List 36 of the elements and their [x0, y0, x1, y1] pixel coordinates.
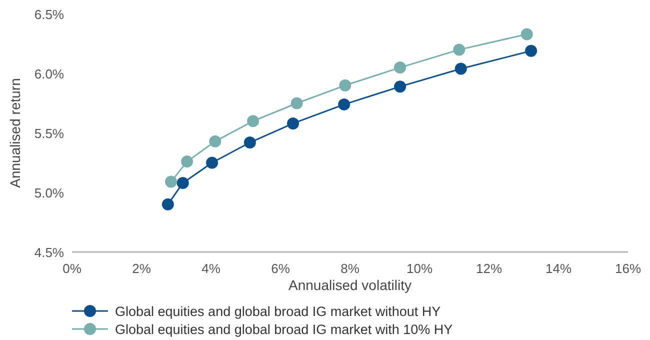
- legend-label: Global equities and global broad IG market without HY: [115, 304, 441, 319]
- point: [454, 62, 467, 75]
- point: [290, 97, 303, 110]
- point: [394, 80, 406, 93]
- point: [247, 115, 260, 128]
- point: [287, 117, 300, 130]
- point: [176, 176, 189, 189]
- y-tick-label: 6.0%: [34, 66, 64, 82]
- point: [206, 156, 218, 169]
- point: [165, 176, 178, 188]
- point: [520, 28, 533, 40]
- point: [244, 136, 256, 149]
- point: [339, 79, 352, 92]
- x-tick-label: 4%: [202, 261, 221, 276]
- x-tick-label: 6%: [271, 261, 290, 276]
- y-axis-title: Annualised return: [7, 78, 23, 188]
- point: [209, 135, 222, 148]
- x-tick-label: 10%: [406, 261, 433, 276]
- point: [394, 62, 406, 74]
- y-tick-label: 5.0%: [34, 186, 64, 200]
- x-tick-label: 16%: [614, 261, 642, 276]
- x-tick-label: 12%: [476, 261, 502, 276]
- x-tick-label: 0%: [62, 261, 82, 276]
- point: [453, 44, 466, 56]
- x-tick-label: 14%: [545, 261, 572, 276]
- x-tick-label: 8%: [340, 261, 360, 276]
- x-tick-label: 2%: [132, 261, 152, 276]
- y-tick-label: 4.5%: [34, 245, 64, 260]
- point: [525, 44, 538, 57]
- point: [338, 98, 350, 110]
- y-tick-label: 5.5%: [34, 126, 64, 141]
- point: [162, 198, 174, 210]
- legend-label: Global equities and global broad IG market with 10% HY: [115, 322, 453, 337]
- x-axis-title: Annualised volatility: [288, 277, 412, 293]
- y-tick-label: 6.5%: [34, 7, 64, 22]
- point: [181, 156, 194, 168]
